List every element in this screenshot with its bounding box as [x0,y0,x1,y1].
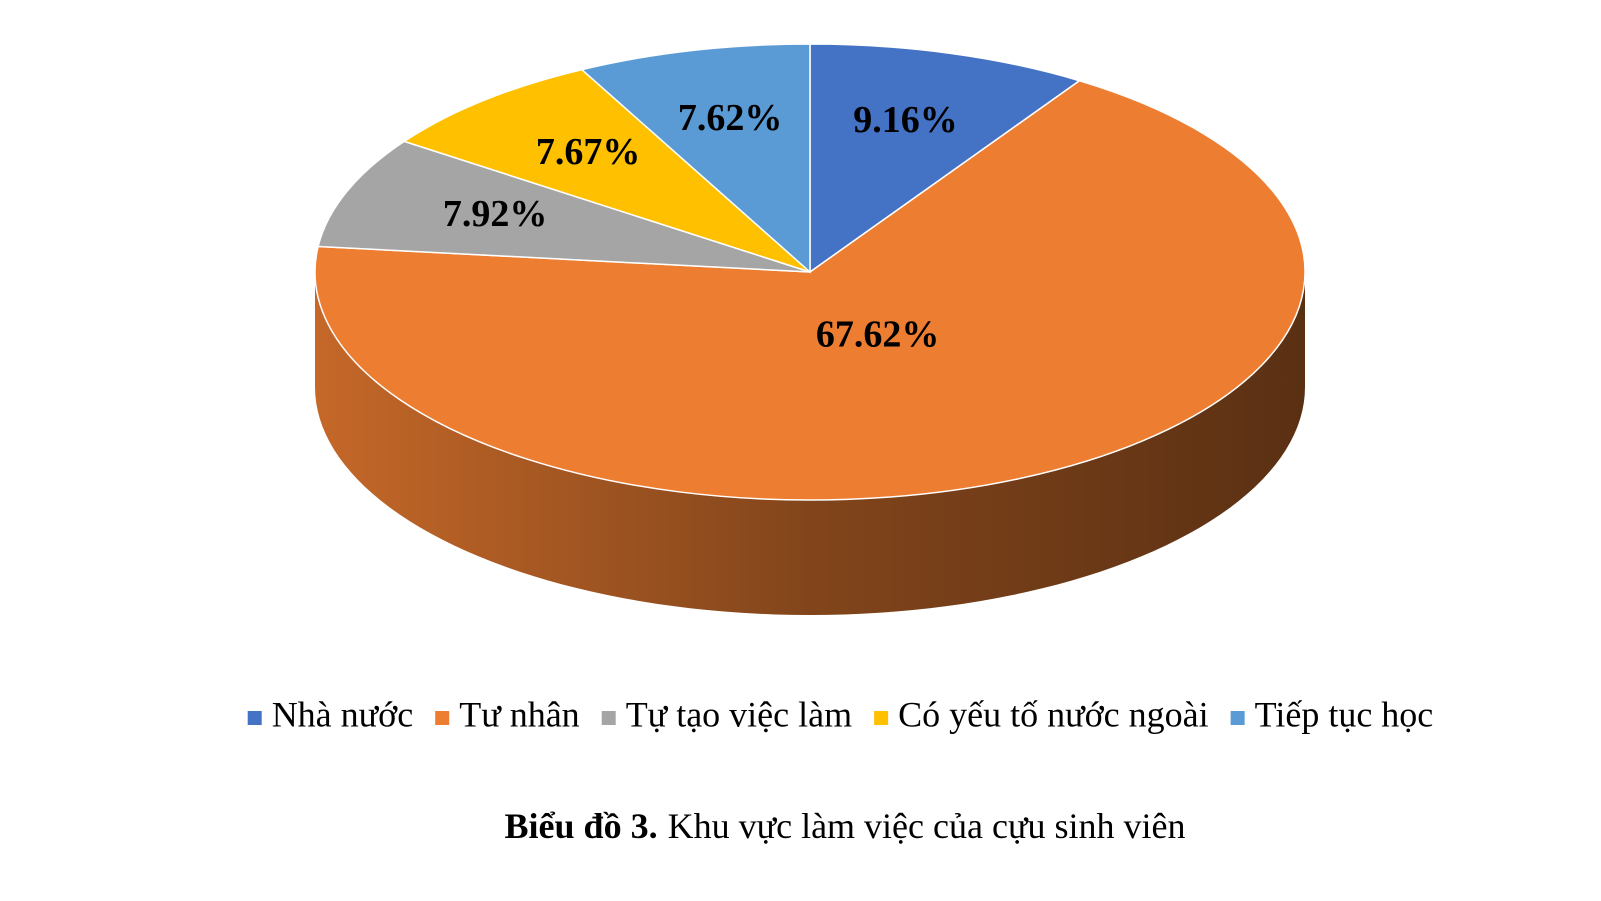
legend-label: Nhà nước [272,694,414,734]
legend-label: Tự tạo việc làm [626,694,852,734]
legend-swatch [874,711,889,725]
data-label: 7.62% [678,97,783,139]
legend-swatch [435,711,450,725]
caption: Biểu đồ 3. Khu vực làm việc của cựu sinh … [505,806,1186,846]
legend-swatch [1230,711,1245,725]
legend-label: Tư nhân [459,694,579,734]
data-label: 9.16% [853,99,958,141]
slice [314,79,1306,501]
legend-label: Có yếu tố nước ngoài [898,694,1209,734]
data-label: 7.67% [536,131,641,173]
slice [580,43,811,274]
slice [317,140,811,273]
legend-item: Nhà nước [247,694,414,734]
legend-item: Có yếu tố nước ngoài [874,694,1209,734]
slice-side [315,272,1305,615]
legend-swatch [247,711,262,725]
data-label: 7.92% [443,193,548,235]
slice [402,68,811,273]
data-label: 67.62% [816,314,940,356]
slice [809,43,1082,274]
legend-swatch [601,711,616,725]
caption-text: Khu vực làm việc của cựu sinh viên [668,806,1186,846]
legend-item: Tư nhân [435,694,580,734]
legend-label: Tiếp tục học [1255,694,1434,734]
legend-item: Tự tạo việc làm [601,694,852,734]
legend-item: Tiếp tục học [1230,694,1434,734]
caption-label: Biểu đồ 3. [505,806,658,846]
